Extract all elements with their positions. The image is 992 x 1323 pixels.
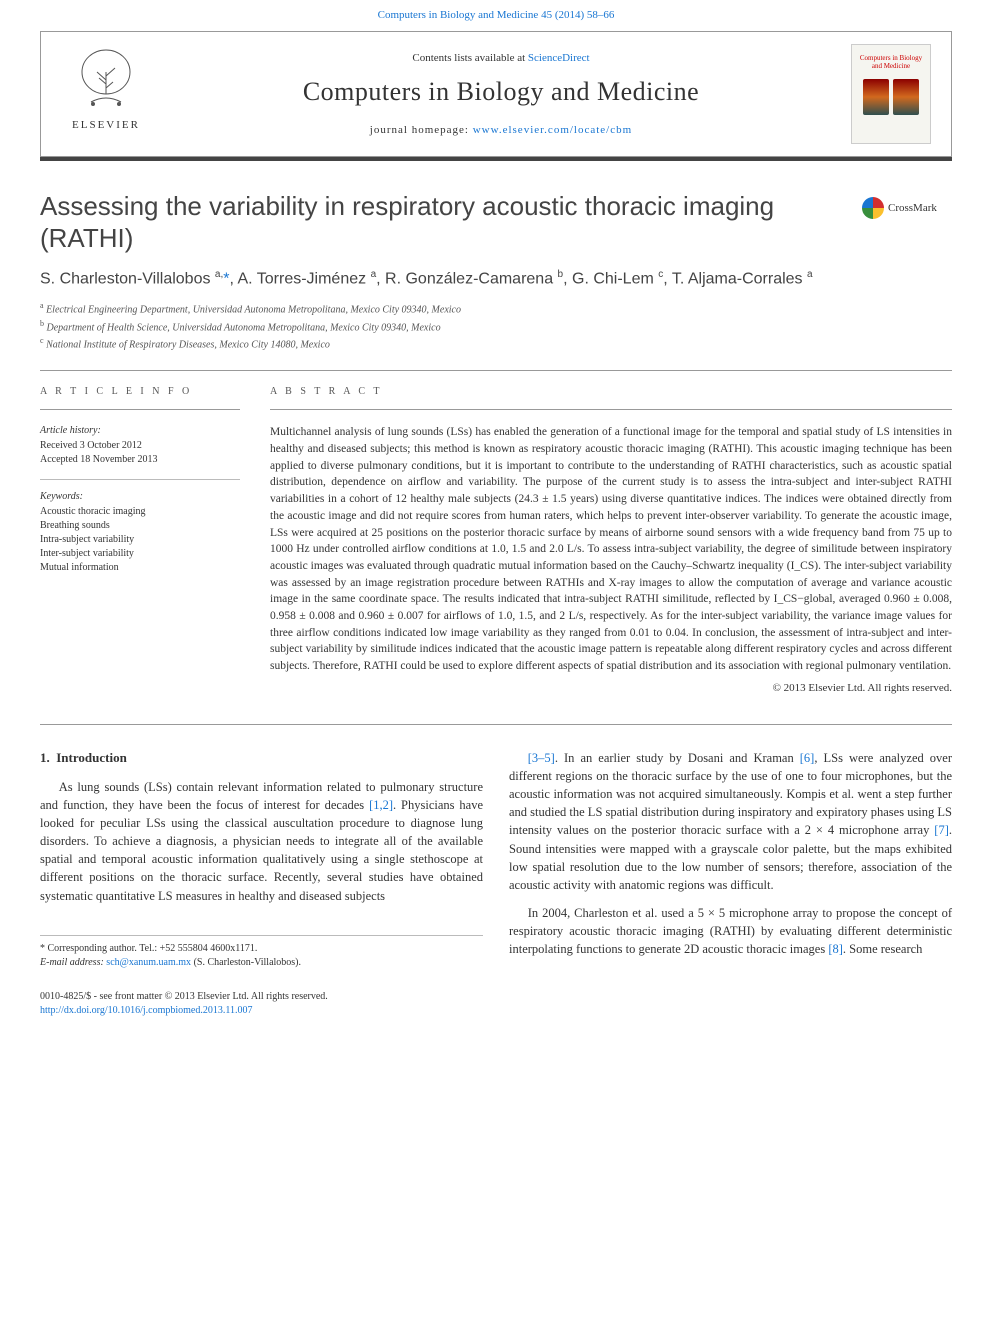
keyword: Breathing sounds [40, 519, 240, 533]
received-date: Received 3 October 2012 [40, 439, 240, 453]
article-info-heading: A R T I C L E I N F O [40, 385, 240, 399]
keyword: Inter-subject variability [40, 547, 240, 561]
elsevier-tree-icon [71, 44, 141, 114]
abstract-text: Multichannel analysis of lung sounds (LS… [270, 424, 952, 674]
doi-link[interactable]: http://dx.doi.org/10.1016/j.compbiomed.2… [40, 1005, 253, 1016]
email-suffix: (S. Charleston-Villalobos). [191, 957, 301, 968]
keywords-label: Keywords: [40, 490, 240, 504]
body-columns: 1. Introduction As lung sounds (LSs) con… [40, 749, 952, 970]
divider [40, 370, 952, 371]
homepage-prefix: journal homepage: [370, 124, 473, 136]
ref-link[interactable]: [1,2] [369, 798, 393, 812]
contents-line: Contents lists available at ScienceDirec… [151, 51, 851, 66]
section-number: 1. [40, 750, 50, 765]
cover-thumbnails [861, 79, 921, 119]
homepage-link[interactable]: www.elsevier.com/locate/cbm [473, 124, 632, 136]
crossmark-icon [862, 197, 884, 219]
email-label: E-mail address: [40, 957, 106, 968]
divider [40, 409, 240, 410]
divider [40, 479, 240, 480]
accepted-date: Accepted 18 November 2013 [40, 453, 240, 467]
ref-link[interactable]: [8] [828, 942, 843, 956]
cover-thumb [863, 79, 889, 115]
footer-copyright: 0010-4825/$ - see front matter © 2013 El… [40, 990, 952, 1004]
keyword: Acoustic thoracic imaging [40, 505, 240, 519]
contents-prefix: Contents lists available at [412, 52, 527, 64]
header-rule [40, 157, 952, 161]
article-title: Assessing the variability in respiratory… [40, 191, 862, 253]
body-column-right: [3–5]. In an earlier study by Dosani and… [509, 749, 952, 970]
homepage-line: journal homepage: www.elsevier.com/locat… [151, 123, 851, 138]
crossmark-label: CrossMark [888, 201, 937, 216]
abstract-copyright: © 2013 Elsevier Ltd. All rights reserved… [270, 681, 952, 696]
keywords-list: Acoustic thoracic imagingBreathing sound… [40, 505, 240, 575]
keyword: Intra-subject variability [40, 533, 240, 547]
cover-title: Computers in Biology and Medicine [856, 55, 926, 70]
ref-link[interactable]: [6] [800, 751, 815, 765]
body-paragraph: In 2004, Charleston et al. used a 5 × 5 … [509, 904, 952, 958]
keyword: Mutual information [40, 561, 240, 575]
journal-header: ELSEVIER Contents lists available at Sci… [40, 31, 952, 157]
crossmark-badge[interactable]: CrossMark [862, 195, 952, 221]
journal-name: Computers in Biology and Medicine [151, 74, 851, 110]
article-info: A R T I C L E I N F O Article history: R… [40, 385, 240, 695]
body-column-left: 1. Introduction As lung sounds (LSs) con… [40, 749, 483, 970]
ref-link[interactable]: [3–5] [528, 751, 555, 765]
affiliations: a Electrical Engineering Department, Uni… [40, 300, 952, 352]
history-label: Article history: [40, 424, 240, 438]
journal-cover: Computers in Biology and Medicine [851, 44, 931, 144]
corresponding-author: * Corresponding author. Tel.: +52 555804… [40, 935, 483, 970]
section-heading: 1. Introduction [40, 749, 483, 768]
abstract: A B S T R A C T Multichannel analysis of… [270, 385, 952, 695]
abstract-heading: A B S T R A C T [270, 385, 952, 399]
corresponding-email-link[interactable]: sch@xanum.uam.mx [106, 957, 191, 968]
header-center: Contents lists available at ScienceDirec… [151, 51, 851, 138]
elsevier-logo: ELSEVIER [61, 44, 151, 144]
divider [40, 724, 952, 725]
cover-thumb [893, 79, 919, 115]
body-paragraph: [3–5]. In an earlier study by Dosani and… [509, 749, 952, 894]
divider [270, 409, 952, 410]
ref-link[interactable]: [7] [934, 823, 949, 837]
elsevier-label: ELSEVIER [72, 118, 140, 133]
authors-line: S. Charleston-Villalobos a,*, A. Torres-… [40, 268, 952, 291]
sciencedirect-link[interactable]: ScienceDirect [528, 52, 590, 64]
body-paragraph: As lung sounds (LSs) contain relevant in… [40, 778, 483, 905]
page-footer: 0010-4825/$ - see front matter © 2013 El… [40, 990, 952, 1018]
section-title: Introduction [56, 750, 127, 765]
top-citation-link[interactable]: Computers in Biology and Medicine 45 (20… [378, 9, 615, 21]
corresponding-line: * Corresponding author. Tel.: +52 555804… [40, 942, 483, 956]
top-citation: Computers in Biology and Medicine 45 (20… [0, 0, 992, 31]
